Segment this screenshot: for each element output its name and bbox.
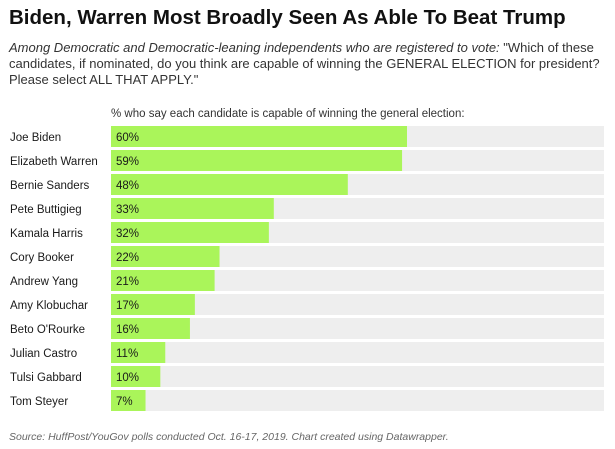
category-label-amy-klobuchar: Amy Klobuchar (10, 300, 88, 312)
bar-track-kamala-harris (111, 222, 604, 243)
bar-track-elizabeth-warren (111, 150, 604, 171)
bar-track-tom-steyer (111, 390, 604, 411)
bar-elizabeth-warren (111, 150, 403, 171)
category-label-tulsi-gabbard: Tulsi Gabbard (10, 372, 82, 384)
bar-track-bernie-sanders (111, 174, 604, 195)
bar-track-andrew-yang (111, 270, 604, 291)
bar-bernie-sanders (111, 174, 348, 195)
category-label-elizabeth-warren: Elizabeth Warren (10, 156, 98, 168)
bar-joe-biden (111, 126, 407, 147)
value-label-beto-o-rourke: 16% (116, 324, 139, 336)
bar-track-julian-castro (111, 342, 604, 363)
bar-kamala-harris (111, 222, 269, 243)
value-label-tom-steyer: 7% (116, 396, 133, 408)
bar-track-beto-o-rourke (111, 318, 604, 339)
value-label-andrew-yang: 21% (116, 276, 139, 288)
subtitle-question: "Which of these candidates, if nominated… (9, 40, 600, 87)
bar-track-pete-buttigieg (111, 198, 604, 219)
chart-source: Source: HuffPost/YouGov polls conducted … (9, 431, 449, 443)
bar-tom-steyer (111, 390, 146, 411)
subtitle-italic: Among Democratic and Democratic-leaning … (9, 40, 500, 55)
category-label-pete-buttigieg: Pete Buttigieg (10, 204, 82, 216)
bar-beto-o-rourke (111, 318, 190, 339)
chart-subtitle: Among Democratic and Democratic-leaning … (9, 40, 607, 88)
value-label-joe-biden: 60% (116, 132, 139, 144)
value-label-elizabeth-warren: 59% (116, 156, 139, 168)
axis-title: % who say each candidate is capable of w… (111, 108, 465, 120)
bar-julian-castro (111, 342, 166, 363)
bar-track-joe-biden (111, 126, 604, 147)
value-label-cory-booker: 22% (116, 252, 139, 264)
bar-pete-buttigieg (111, 198, 274, 219)
value-label-julian-castro: 11% (116, 348, 138, 360)
category-label-kamala-harris: Kamala Harris (10, 228, 83, 240)
bar-tulsi-gabbard (111, 366, 161, 387)
value-label-pete-buttigieg: 33% (116, 204, 139, 216)
category-label-julian-castro: Julian Castro (10, 348, 77, 360)
category-label-joe-biden: Joe Biden (10, 132, 61, 144)
category-label-andrew-yang: Andrew Yang (10, 276, 78, 288)
bar-track-tulsi-gabbard (111, 366, 604, 387)
value-label-bernie-sanders: 48% (116, 180, 139, 192)
category-label-tom-steyer: Tom Steyer (10, 396, 68, 408)
value-label-tulsi-gabbard: 10% (116, 372, 139, 384)
category-label-cory-booker: Cory Booker (10, 252, 74, 264)
bar-andrew-yang (111, 270, 215, 291)
category-label-beto-o-rourke: Beto O'Rourke (10, 324, 85, 336)
value-label-kamala-harris: 32% (116, 228, 139, 240)
bar-cory-booker (111, 246, 220, 267)
bar-track-cory-booker (111, 246, 604, 267)
bar-track-amy-klobuchar (111, 294, 604, 315)
chart-title: Biden, Warren Most Broadly Seen As Able … (9, 6, 566, 29)
category-label-bernie-sanders: Bernie Sanders (10, 180, 90, 192)
bar-amy-klobuchar (111, 294, 195, 315)
value-label-amy-klobuchar: 17% (116, 300, 139, 312)
